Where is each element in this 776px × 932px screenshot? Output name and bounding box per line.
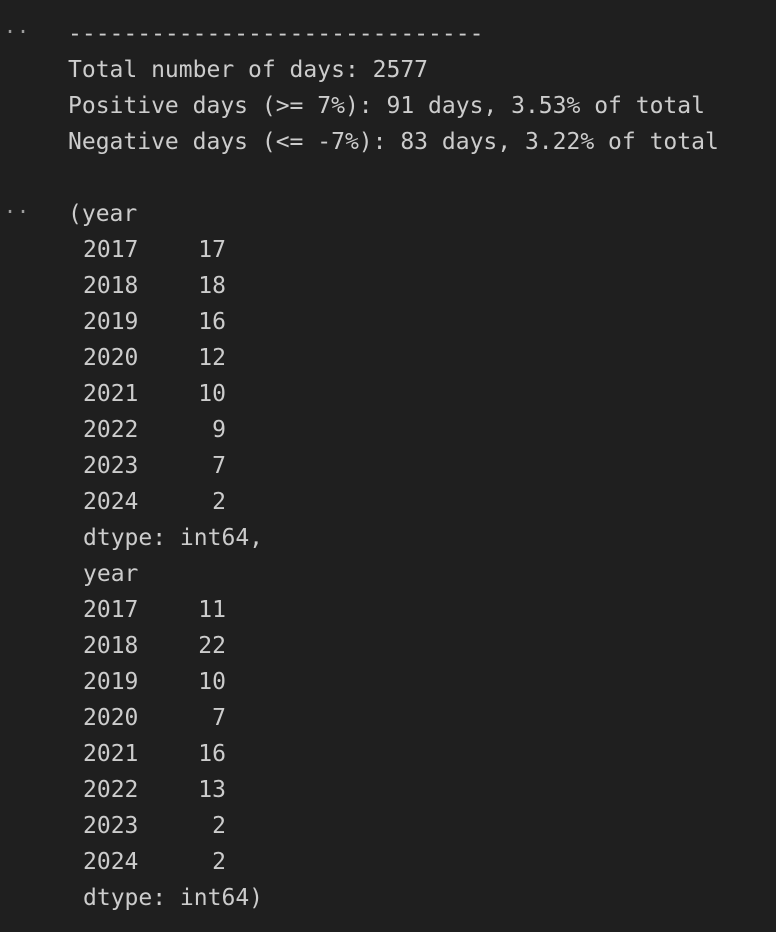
- series-row-year: 2018: [83, 633, 139, 659]
- series-tuple-block: (year 2017 17 2018 18 2019 16 2020 12 2021 10 2022…: [68, 196, 263, 916]
- positive-days-by-year-series: 2017 17 2018 18 2019 16 2020 12 2021 10 2022 9 2023 7…: [68, 232, 263, 520]
- series-row-year: 2020: [83, 345, 139, 371]
- series-row-year: 2024: [83, 849, 139, 875]
- series-row: 2019 10: [68, 664, 263, 700]
- series-row: 2024 2: [68, 844, 263, 880]
- series-row-year: 2021: [83, 381, 139, 407]
- total-days-line: Total number of days: 2577: [68, 57, 429, 83]
- series-row: 2021 10: [68, 376, 263, 412]
- series-row-count: 13: [198, 777, 226, 803]
- series-row-count: 2: [212, 849, 226, 875]
- series-row-count: 2: [212, 489, 226, 515]
- series-row-year: 2019: [83, 309, 139, 335]
- cell-prompt-ellipsis[interactable]: ..: [4, 194, 31, 218]
- series-row-year: 2021: [83, 741, 139, 767]
- series-row-year: 2020: [83, 705, 139, 731]
- series-row-count: 18: [198, 273, 226, 299]
- series-row-count: 16: [198, 309, 226, 335]
- series-index-header: year: [83, 561, 139, 587]
- series-row-count: 16: [198, 741, 226, 767]
- series-row-count: 12: [198, 345, 226, 371]
- series-row-count: 9: [212, 417, 226, 443]
- series-row-count: 11: [198, 597, 226, 623]
- series-row: 2020 7: [68, 700, 263, 736]
- series-row-count: 22: [198, 633, 226, 659]
- dtype-line: dtype: int64,: [83, 525, 264, 551]
- negative-days-line: Negative days (<= -7%): 83 days, 3.22% o…: [68, 129, 719, 155]
- series-row-year: 2022: [83, 417, 139, 443]
- cell-prompt-ellipsis[interactable]: ..: [4, 14, 31, 38]
- series-row: 2019 16: [68, 304, 263, 340]
- series-row: 2018 22: [68, 628, 263, 664]
- series-row-count: 10: [198, 669, 226, 695]
- dtype-line: dtype: int64): [83, 885, 264, 911]
- series-row: 2017 11: [68, 592, 263, 628]
- series-row-count: 7: [212, 453, 226, 479]
- series-row-count: 17: [198, 237, 226, 263]
- series-row: 2024 2: [68, 484, 263, 520]
- series-row-year: 2018: [83, 273, 139, 299]
- series-row-year: 2017: [83, 597, 139, 623]
- series-row: 2022 9: [68, 412, 263, 448]
- series-row: 2023 7: [68, 448, 263, 484]
- positive-days-line: Positive days (>= 7%): 91 days, 3.53% of…: [68, 93, 705, 119]
- series-row-count: 7: [212, 705, 226, 731]
- series-row-count: 10: [198, 381, 226, 407]
- series-row-year: 2022: [83, 777, 139, 803]
- series-row-year: 2017: [83, 237, 139, 263]
- series-row: 2017 17: [68, 232, 263, 268]
- negative-days-by-year-series: 2017 11 2018 22 2019 10 2020 7 2021 16 2022 13 2023 2…: [68, 592, 263, 880]
- series-row: 2018 18: [68, 268, 263, 304]
- separator-line: ------------------------------: [68, 21, 484, 47]
- tuple-open-line: (year: [68, 201, 138, 227]
- series-row-year: 2023: [83, 813, 139, 839]
- series-row: 2022 13: [68, 772, 263, 808]
- series-row: 2021 16: [68, 736, 263, 772]
- series-row: 2020 12: [68, 340, 263, 376]
- summary-text-block: ------------------------------ Total num…: [68, 16, 719, 160]
- series-row-year: 2024: [83, 489, 139, 515]
- series-row-count: 2: [212, 813, 226, 839]
- series-row-year: 2023: [83, 453, 139, 479]
- series-row-year: 2019: [83, 669, 139, 695]
- series-row: 2023 2: [68, 808, 263, 844]
